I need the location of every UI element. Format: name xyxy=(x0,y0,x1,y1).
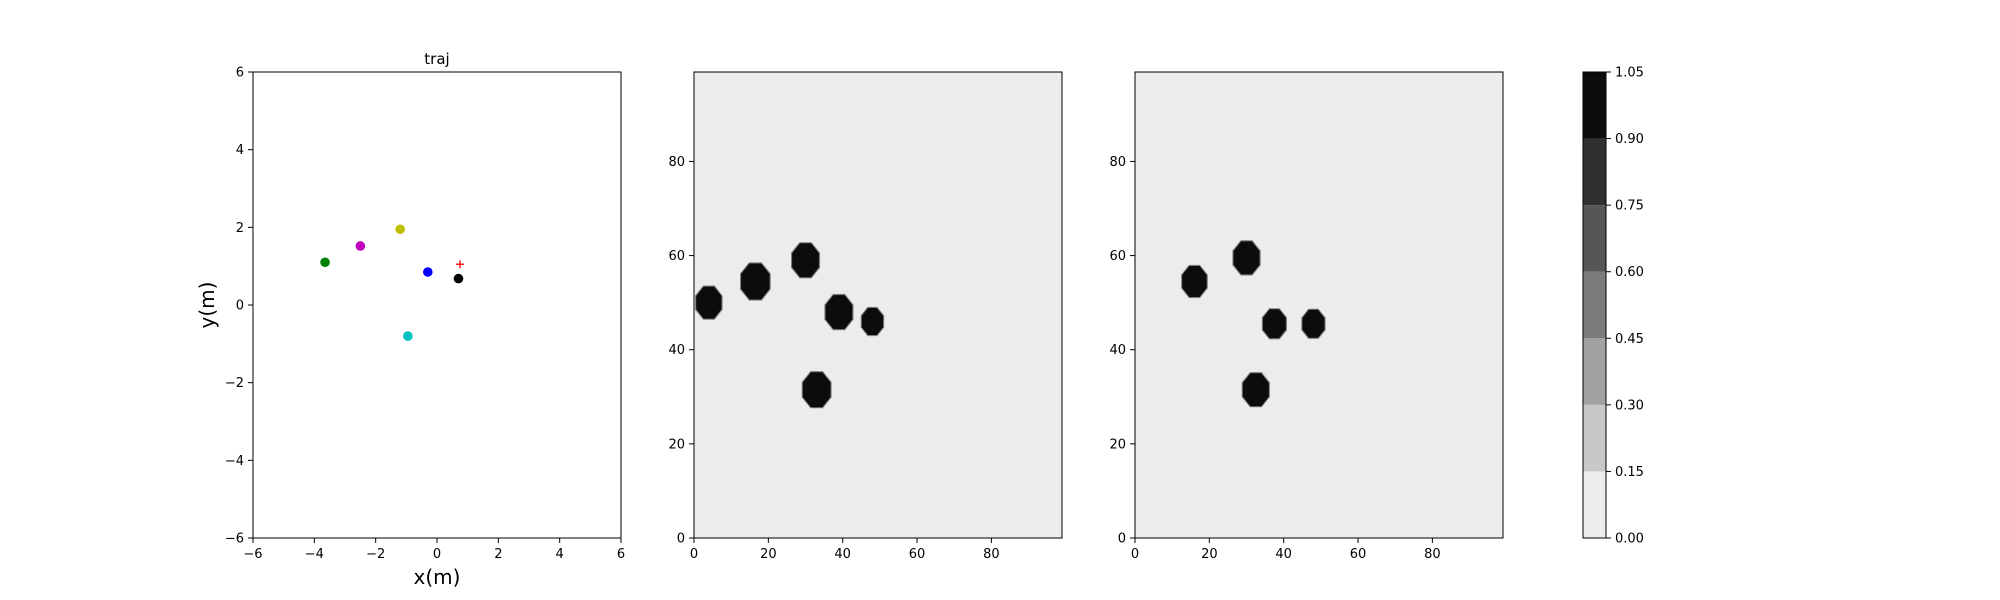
colorbar: 0.00 0.15 0.30 0.45 0.60 0.75 0.90 1.05 xyxy=(1582,66,1644,547)
y-tick-label: −6 xyxy=(225,532,244,547)
colorbar-tick-label: 0.75 xyxy=(1615,199,1644,214)
heatmap-2-blobs xyxy=(1181,240,1326,408)
y-tick-label: 60 xyxy=(668,249,685,264)
colorbar-band xyxy=(1583,471,1606,538)
traj-point xyxy=(423,267,433,277)
traj-y-axis-label: y(m) xyxy=(195,282,219,329)
y-tick-label: 80 xyxy=(1109,155,1126,170)
heatmap-2-x-ticks: 0 20 40 60 80 xyxy=(1131,538,1441,562)
y-tick-label: 20 xyxy=(1109,437,1126,452)
colorbar-tick-label: 0.15 xyxy=(1615,465,1644,480)
traj-x-axis-label: x(m) xyxy=(414,565,461,589)
y-tick-label: 60 xyxy=(1109,249,1126,264)
heatmap-1-y-ticks: 0 20 40 60 80 xyxy=(668,155,694,547)
colorbar-frame xyxy=(1582,71,1607,539)
y-tick-label: 0 xyxy=(677,532,685,547)
x-tick-label: 40 xyxy=(834,547,851,562)
occupancy-blob xyxy=(792,243,819,278)
x-tick-label: −6 xyxy=(243,547,262,562)
y-tick-label: 40 xyxy=(1109,343,1126,358)
y-tick-label: 80 xyxy=(668,155,685,170)
y-tick-label: −4 xyxy=(225,454,244,469)
occupancy-blob xyxy=(861,308,884,335)
y-tick-label: 20 xyxy=(668,437,685,452)
occupancy-blob xyxy=(1262,309,1286,339)
occupancy-blob xyxy=(696,286,722,319)
occupancy-blob xyxy=(1182,266,1207,297)
y-tick-label: 2 xyxy=(236,221,244,236)
occupancy-blob xyxy=(1242,373,1269,407)
y-tick-label: −2 xyxy=(225,376,244,391)
y-tick-label: 4 xyxy=(236,143,244,158)
x-tick-label: −4 xyxy=(305,547,324,562)
heatmap-panel-1: 0 20 40 60 80 0 20 40 60 80 xyxy=(668,71,1063,562)
traj-panel: −6 −4 −2 0 2 4 6 −6 −4 −2 0 2 4 6 traj x(m) y(m) xyxy=(195,50,625,589)
y-tick-label: 6 xyxy=(236,66,244,81)
traj-point xyxy=(355,241,366,251)
occupancy-blob xyxy=(1302,309,1325,338)
x-tick-label: 0 xyxy=(690,547,698,562)
heatmap-1-background xyxy=(694,72,1062,538)
x-tick-label: 6 xyxy=(617,547,625,562)
colorbar-band xyxy=(1583,404,1606,472)
x-tick-label: 2 xyxy=(494,547,502,562)
occupancy-blob xyxy=(1233,241,1260,275)
heatmap-2-background xyxy=(1135,72,1503,538)
colorbar-bands xyxy=(1583,72,1606,538)
heatmap-2-y-ticks: 0 20 40 60 80 xyxy=(1109,155,1135,547)
colorbar-tick-label: 0.45 xyxy=(1615,332,1644,347)
traj-goal-marker xyxy=(456,260,464,269)
x-tick-label: 60 xyxy=(909,547,926,562)
occupancy-blob xyxy=(802,372,831,408)
heatmap-1-x-ticks: 0 20 40 60 80 xyxy=(690,538,1000,562)
colorbar-tick-label: 1.05 xyxy=(1615,66,1644,81)
heatmap-2-axes-frame xyxy=(1134,71,1504,539)
x-tick-label: −2 xyxy=(366,547,385,562)
traj-x-ticks: −6 −4 −2 0 2 4 6 xyxy=(243,538,625,562)
x-tick-label: 80 xyxy=(983,547,1000,562)
colorbar-band xyxy=(1583,271,1606,339)
heatmap-1-blobs xyxy=(695,242,885,409)
occupancy-blob xyxy=(741,263,770,300)
colorbar-tick-label: 0.60 xyxy=(1615,265,1644,280)
colorbar-tick-label: 0.00 xyxy=(1615,532,1644,547)
colorbar-band xyxy=(1583,138,1606,206)
traj-point xyxy=(320,257,330,268)
traj-plot-area xyxy=(253,72,621,538)
x-tick-label: 80 xyxy=(1424,547,1441,562)
traj-y-ticks: −6 −4 −2 0 2 4 6 xyxy=(225,66,253,547)
traj-points xyxy=(320,224,464,341)
heatmap-panel-2: 0 20 40 60 80 0 20 40 60 80 xyxy=(1109,71,1504,562)
x-tick-label: 4 xyxy=(556,547,564,562)
y-tick-label: 40 xyxy=(668,343,685,358)
y-tick-label: 0 xyxy=(236,299,244,314)
colorbar-band xyxy=(1583,338,1606,405)
colorbar-ticks: 0.00 0.15 0.30 0.45 0.60 0.75 0.90 1.05 xyxy=(1606,66,1644,547)
occupancy-blob xyxy=(825,295,853,330)
colorbar-tick-label: 0.90 xyxy=(1615,132,1644,147)
x-tick-label: 0 xyxy=(433,547,441,562)
colorbar-band xyxy=(1583,72,1606,139)
x-tick-label: 40 xyxy=(1275,547,1292,562)
traj-point xyxy=(395,224,406,235)
x-tick-label: 20 xyxy=(760,547,777,562)
colorbar-tick-label: 0.30 xyxy=(1615,398,1644,413)
heatmap-1-axes-frame xyxy=(693,71,1063,539)
colorbar-band xyxy=(1583,205,1606,272)
x-tick-label: 0 xyxy=(1131,547,1139,562)
traj-point xyxy=(453,273,464,284)
x-tick-label: 60 xyxy=(1350,547,1367,562)
y-tick-label: 0 xyxy=(1118,532,1126,547)
traj-title: traj xyxy=(424,50,449,68)
x-tick-label: 20 xyxy=(1201,547,1218,562)
traj-point xyxy=(403,331,413,341)
